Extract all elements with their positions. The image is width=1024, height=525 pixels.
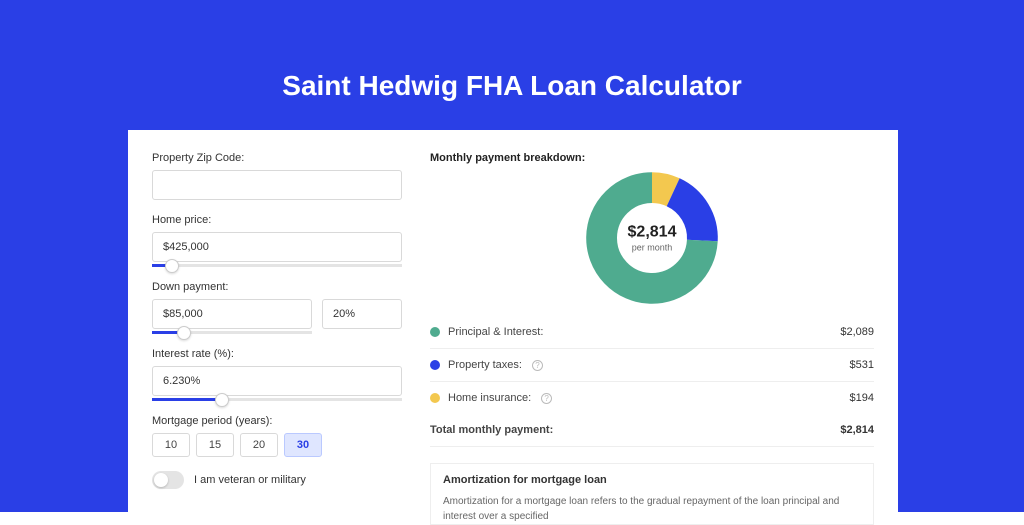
interest-block: Interest rate (%): [152,348,402,401]
period-block: Mortgage period (years): 10152030 [152,415,402,457]
veteran-toggle-knob [154,473,168,487]
legend-dot-pi [430,327,440,337]
interest-slider-fill [152,398,222,401]
interest-slider[interactable] [152,398,402,401]
breakdown-column: Monthly payment breakdown: $2,814 per mo… [430,152,874,512]
veteran-row: I am veteran or military [152,471,402,489]
legend: Principal & Interest: $2,089 Property taxe… [430,316,874,414]
zip-block: Property Zip Code: [152,152,402,200]
veteran-label: I am veteran or military [194,474,306,486]
period-btn-15[interactable]: 15 [196,433,234,457]
breakdown-title: Monthly payment breakdown: [430,152,874,164]
period-btn-30[interactable]: 30 [284,433,322,457]
page-bg: Saint Hedwig FHA Loan Calculator Propert… [0,0,1024,512]
zip-label: Property Zip Code: [152,152,402,164]
down-payment-input[interactable] [152,299,312,329]
page-title: Saint Hedwig FHA Loan Calculator [0,70,1024,102]
down-payment-block: Down payment: [152,281,402,334]
legend-dot-ins [430,393,440,403]
home-price-input[interactable] [152,232,402,262]
home-price-block: Home price: [152,214,402,267]
form-column: Property Zip Code: Home price: Down paym… [152,152,402,512]
amortization-body: Amortization for a mortgage loan refers … [443,494,861,524]
total-value: $2,814 [840,424,874,436]
donut-center-value: $2,814 [612,224,692,242]
legend-value-pi: $2,089 [840,326,874,338]
period-buttons: 10152030 [152,433,402,457]
down-payment-slider[interactable] [152,331,312,334]
info-icon[interactable]: ? [532,360,543,371]
zip-input[interactable] [152,170,402,200]
legend-value-ins: $194 [850,392,874,404]
legend-row-tax: Property taxes:? $531 [430,349,874,382]
donut-center: $2,814 per month [612,224,692,253]
home-price-slider-thumb[interactable] [165,259,179,273]
donut-chart: $2,814 per month [582,168,722,308]
veteran-toggle[interactable] [152,471,184,489]
down-payment-slider-thumb[interactable] [177,326,191,340]
period-btn-10[interactable]: 10 [152,433,190,457]
down-payment-pct-input[interactable] [322,299,402,329]
legend-label-ins: Home insurance: [448,392,531,404]
period-btn-20[interactable]: 20 [240,433,278,457]
legend-row-pi: Principal & Interest: $2,089 [430,316,874,349]
interest-label: Interest rate (%): [152,348,402,360]
amortization-title: Amortization for mortgage loan [443,474,861,486]
home-price-label: Home price: [152,214,402,226]
total-row: Total monthly payment: $2,814 [430,414,874,447]
home-price-slider[interactable] [152,264,402,267]
legend-dot-tax [430,360,440,370]
donut-wrap: $2,814 per month [430,168,874,308]
legend-label-pi: Principal & Interest: [448,326,543,338]
interest-slider-thumb[interactable] [215,393,229,407]
donut-segment-ins [652,188,673,193]
amortization-panel: Amortization for mortgage loan Amortizat… [430,463,874,525]
legend-row-ins: Home insurance:? $194 [430,382,874,414]
period-label: Mortgage period (years): [152,415,402,427]
legend-label-tax: Property taxes: [448,359,522,371]
interest-input[interactable] [152,366,402,396]
info-icon[interactable]: ? [541,393,552,404]
calculator-card: Property Zip Code: Home price: Down paym… [128,130,898,512]
total-label: Total monthly payment: [430,424,553,436]
legend-value-tax: $531 [850,359,874,371]
down-payment-label: Down payment: [152,281,402,293]
donut-center-sub: per month [612,243,692,253]
